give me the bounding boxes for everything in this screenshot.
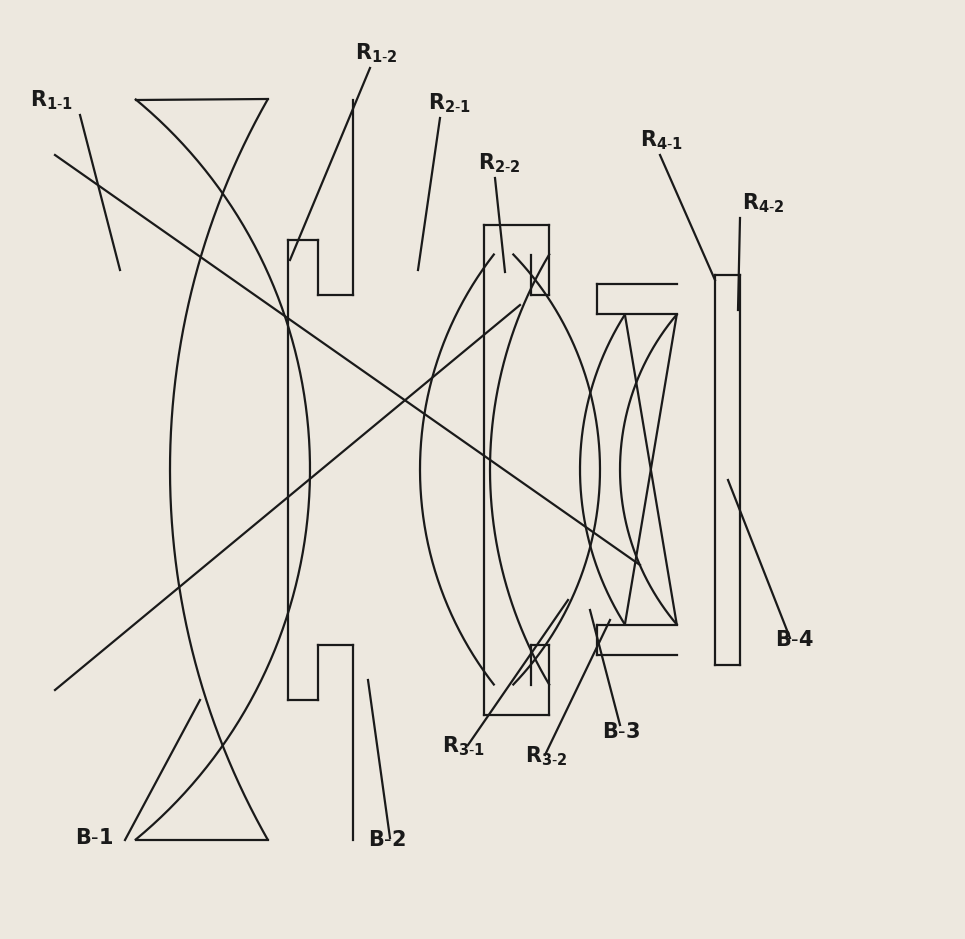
Text: $\mathbf{R_{1\text{-}1}}$: $\mathbf{R_{1\text{-}1}}$ [30, 88, 73, 112]
Text: $\mathbf{R_{1\text{-}2}}$: $\mathbf{R_{1\text{-}2}}$ [355, 41, 398, 65]
Text: $\mathbf{R_{2\text{-}2}}$: $\mathbf{R_{2\text{-}2}}$ [478, 151, 520, 175]
Text: $\mathbf{R_{4\text{-}1}}$: $\mathbf{R_{4\text{-}1}}$ [640, 129, 683, 152]
Text: $\mathbf{R_{2\text{-}1}}$: $\mathbf{R_{2\text{-}1}}$ [428, 91, 471, 115]
Text: $\mathbf{R_{3\text{-}2}}$: $\mathbf{R_{3\text{-}2}}$ [525, 745, 567, 768]
Text: $\mathbf{R_{4\text{-}2}}$: $\mathbf{R_{4\text{-}2}}$ [742, 192, 785, 215]
Text: $\mathbf{B\text{-}2}$: $\mathbf{B\text{-}2}$ [368, 830, 406, 850]
Text: $\mathbf{R_{3\text{-}1}}$: $\mathbf{R_{3\text{-}1}}$ [442, 734, 485, 758]
Text: $\mathbf{B\text{-}3}$: $\mathbf{B\text{-}3}$ [602, 722, 641, 742]
Text: $\mathbf{B\text{-}1}$: $\mathbf{B\text{-}1}$ [75, 828, 114, 848]
Text: $\mathbf{B\text{-}4}$: $\mathbf{B\text{-}4}$ [775, 630, 813, 650]
